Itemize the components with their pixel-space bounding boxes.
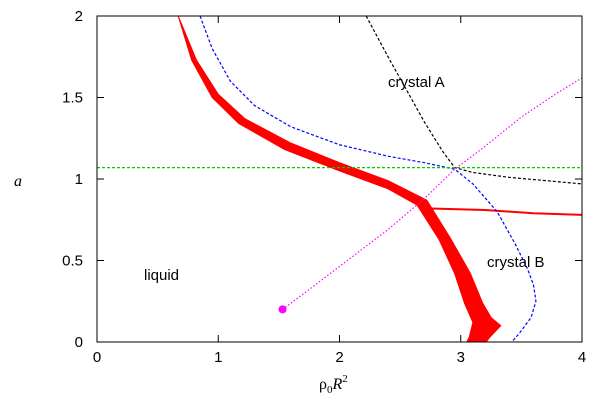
- series-5-line: [282, 77, 582, 310]
- plot-area: [97, 16, 582, 342]
- annotation-liquid: liquid: [144, 267, 179, 284]
- series-0-band: [177, 16, 502, 342]
- x-axis-title-rho: ρ: [319, 376, 327, 393]
- y-tick-label: 0: [75, 334, 83, 351]
- y-tick-label: 2: [75, 8, 83, 25]
- y-tick-label: 0.5: [62, 253, 83, 270]
- x-tick-label: 4: [578, 349, 586, 366]
- y-tick-label: 1.5: [62, 90, 83, 107]
- x-tick-label: 3: [457, 349, 465, 366]
- x-tick-label: 1: [214, 349, 222, 366]
- annotation-crystal-a: crystal A: [388, 74, 445, 91]
- series-2-line: [199, 16, 537, 342]
- x-tick-label: 0: [93, 349, 101, 366]
- axis-ticks: 0 1 2 3 4 0 0.5 1 1.5 2: [62, 8, 586, 366]
- start-point-marker: [278, 305, 287, 314]
- y-axis-title: a: [14, 173, 22, 190]
- series-1-line: [426, 207, 582, 216]
- annotation-crystal-b: crystal B: [487, 254, 545, 271]
- y-tick-label: 1: [75, 171, 83, 188]
- x-axis-title-superscript: 2: [342, 373, 348, 385]
- series-3-line: [365, 16, 582, 185]
- x-axis-title-r: R: [331, 376, 342, 393]
- x-tick-label: 2: [335, 349, 343, 366]
- x-axis-title: ρ0R2: [319, 373, 348, 396]
- x-axis-title-subscript: 0: [327, 384, 333, 396]
- plot-frame: [96, 15, 583, 343]
